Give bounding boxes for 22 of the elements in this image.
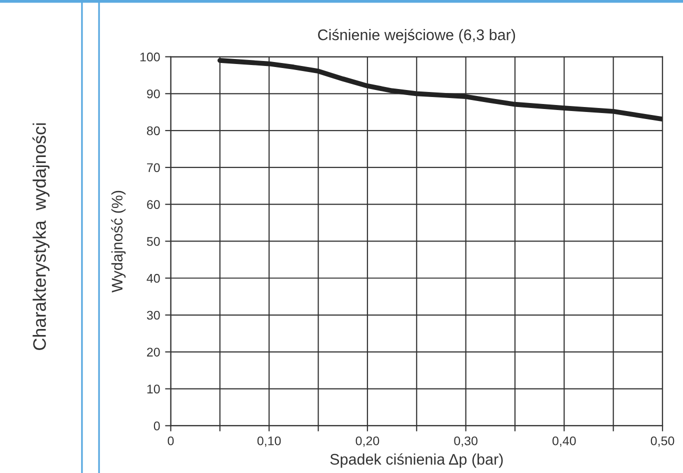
y-tick-label: 20 <box>147 348 160 357</box>
y-tick-label: 10 <box>147 384 160 394</box>
x-tick-label: 0,10 <box>257 436 281 447</box>
y-tick-label: 80 <box>146 126 160 136</box>
x-tick-label: 0,20 <box>356 436 380 447</box>
y-axis-title: Wydajność (%) <box>111 190 126 292</box>
y-tick-label: 40 <box>146 274 160 283</box>
y-tick-label: 0 <box>154 422 160 430</box>
x-tick-label: 0,30 <box>454 436 478 447</box>
y-tick-label: 100 <box>140 52 160 62</box>
y-tick-label: 50 <box>146 237 160 246</box>
chart-title: Ciśnienie wejściowe (6,3 bar) <box>318 28 516 44</box>
x-tick-label: 0 <box>168 436 174 446</box>
y-tick-label: 90 <box>147 89 160 98</box>
x-tick-label: 0,40 <box>552 436 576 447</box>
x-axis-title: Spadek ciśnienia Δp (bar) <box>330 453 503 468</box>
y-tick-label: 70 <box>147 163 160 172</box>
y-tick-label: 60 <box>147 200 160 209</box>
x-tick-label: 0,50 <box>650 436 674 447</box>
line-series <box>217 58 663 122</box>
y-tick-label: 30 <box>146 310 160 320</box>
text: Charakterystyka wydajności <box>32 123 50 350</box>
